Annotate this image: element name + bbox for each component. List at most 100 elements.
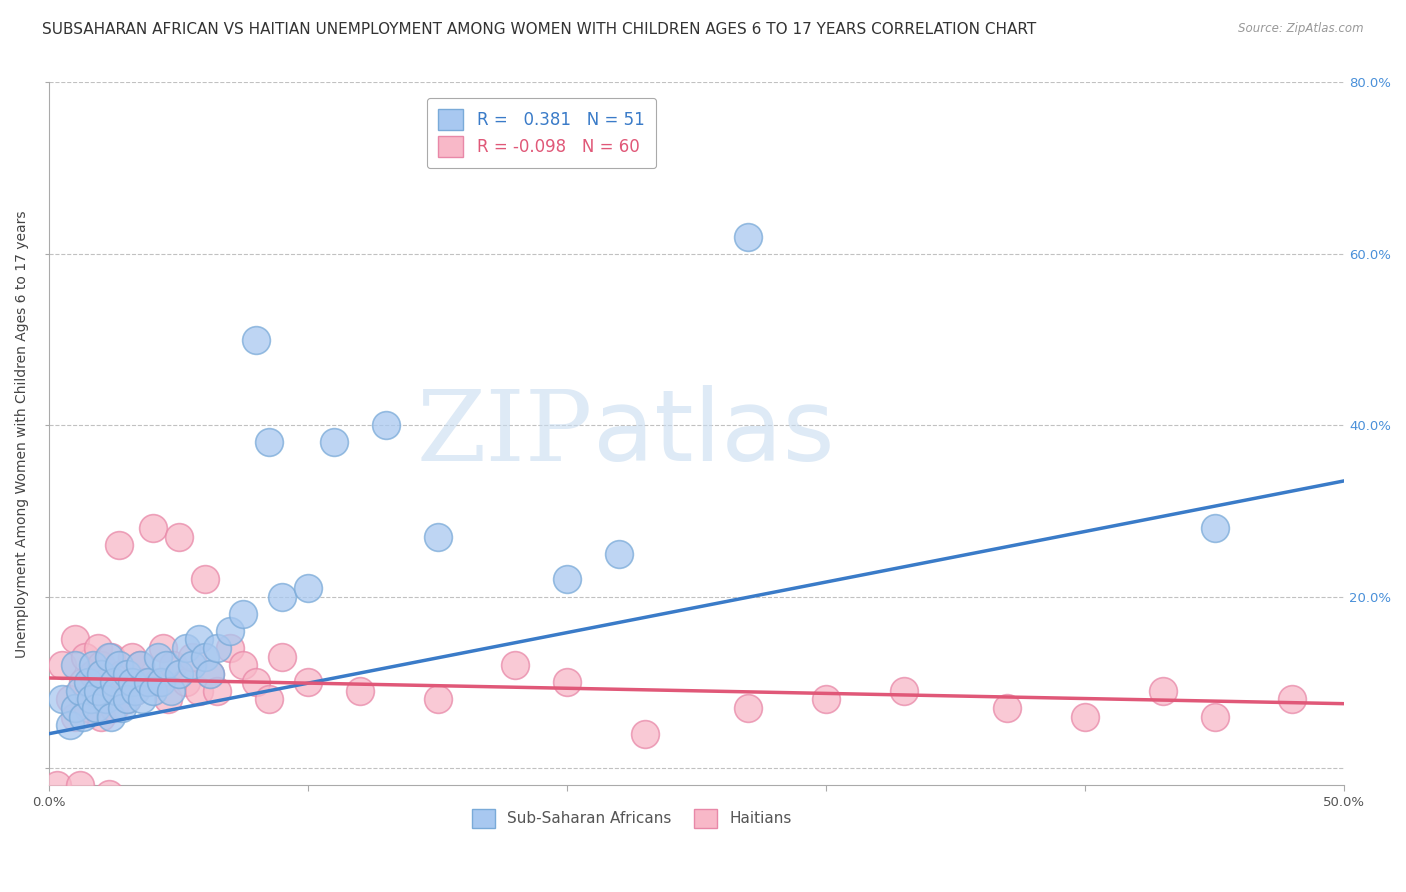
Point [188, 683, 211, 698]
Point [97, 649, 120, 664]
Point [297, 675, 319, 690]
Point [124, 683, 146, 698]
Point [94, 675, 117, 690]
Point [155, 658, 177, 673]
Point [87, 683, 110, 698]
Point [160, 683, 183, 698]
Point [90, 709, 112, 723]
Point [79, 692, 101, 706]
Point [111, 701, 134, 715]
Legend: Sub-Saharan Africans, Haitians: Sub-Saharan Africans, Haitians [465, 803, 799, 834]
Point [142, 521, 165, 535]
Point [115, 692, 138, 706]
Point [555, 675, 578, 690]
Point [198, 666, 221, 681]
Point [63, 658, 86, 673]
Point [69, 778, 91, 792]
Point [180, 658, 202, 673]
Point [607, 547, 630, 561]
Point [505, 658, 527, 673]
Point [77, 675, 100, 690]
Point [75, 649, 97, 664]
Point [180, 649, 202, 664]
Point [245, 333, 267, 347]
Point [232, 658, 254, 673]
Point [259, 692, 281, 706]
Point [176, 675, 198, 690]
Point [1281, 692, 1303, 706]
Point [149, 675, 172, 690]
Point [97, 787, 120, 801]
Point [297, 581, 319, 595]
Point [124, 683, 146, 698]
Point [56, 795, 79, 809]
Point [59, 692, 82, 706]
Point [1204, 521, 1226, 535]
Point [245, 675, 267, 690]
Point [84, 692, 107, 706]
Point [1204, 709, 1226, 723]
Point [426, 692, 449, 706]
Point [349, 683, 371, 698]
Point [193, 573, 215, 587]
Point [87, 640, 110, 655]
Point [63, 632, 86, 647]
Point [51, 692, 73, 706]
Point [84, 701, 107, 715]
Point [193, 649, 215, 664]
Point [103, 675, 125, 690]
Point [207, 640, 229, 655]
Point [82, 658, 104, 673]
Point [59, 718, 82, 732]
Point [1152, 683, 1174, 698]
Y-axis label: Unemployment Among Women with Children Ages 6 to 17 years: Unemployment Among Women with Children A… [15, 210, 30, 657]
Point [162, 658, 184, 673]
Point [115, 666, 138, 681]
Point [167, 530, 190, 544]
Point [997, 701, 1019, 715]
Point [121, 675, 143, 690]
Point [111, 666, 134, 681]
Point [69, 683, 91, 698]
Point [108, 538, 131, 552]
Point [63, 701, 86, 715]
Point [207, 683, 229, 698]
Point [82, 666, 104, 681]
Point [94, 692, 117, 706]
Point [157, 692, 180, 706]
Point [815, 692, 838, 706]
Point [121, 649, 143, 664]
Point [105, 683, 128, 698]
Point [146, 675, 169, 690]
Text: Source: ZipAtlas.com: Source: ZipAtlas.com [1239, 22, 1364, 36]
Point [232, 607, 254, 621]
Text: atlas: atlas [593, 385, 835, 483]
Point [108, 658, 131, 673]
Point [136, 795, 159, 809]
Point [176, 640, 198, 655]
Point [167, 666, 190, 681]
Point [100, 649, 122, 664]
Point [142, 683, 165, 698]
Point [152, 640, 174, 655]
Point [323, 435, 346, 450]
Point [72, 675, 94, 690]
Point [115, 692, 138, 706]
Point [426, 530, 449, 544]
Point [737, 229, 759, 244]
Point [90, 658, 112, 673]
Point [134, 675, 156, 690]
Point [100, 709, 122, 723]
Point [555, 573, 578, 587]
Point [1074, 709, 1097, 723]
Text: SUBSAHARAN AFRICAN VS HAITIAN UNEMPLOYMENT AMONG WOMEN WITH CHILDREN AGES 6 TO 1: SUBSAHARAN AFRICAN VS HAITIAN UNEMPLOYME… [42, 22, 1036, 37]
Point [136, 675, 159, 690]
Point [146, 649, 169, 664]
Point [77, 701, 100, 715]
Point [63, 709, 86, 723]
Text: ZIP: ZIP [416, 386, 593, 482]
Point [893, 683, 915, 698]
Point [128, 658, 150, 673]
Point [72, 709, 94, 723]
Point [45, 778, 67, 792]
